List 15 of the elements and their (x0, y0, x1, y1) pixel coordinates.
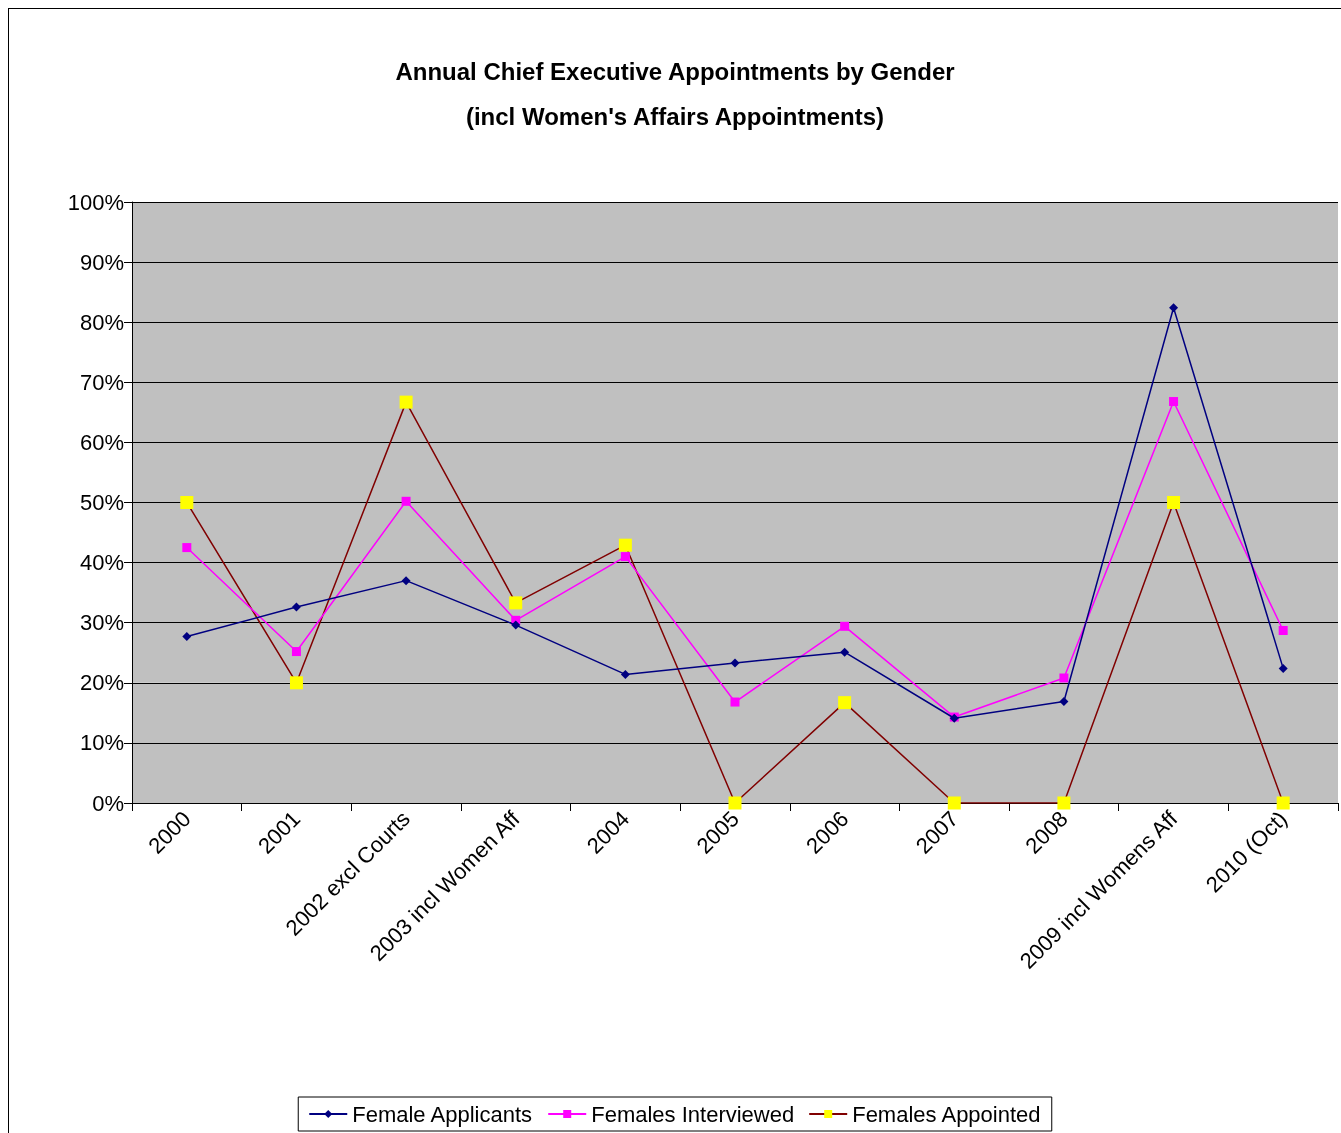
y-tick-label: 90% (79, 249, 124, 275)
y-tick-label: 20% (79, 670, 124, 696)
y-tick-label: 100% (67, 189, 124, 215)
y-tick-label: 80% (79, 309, 124, 335)
y-tick-label: 50% (79, 490, 124, 515)
legend-label: Females Interviewed (591, 1101, 795, 1127)
y-tick-label: 30% (79, 610, 124, 636)
chart-title: Annual Chief Executive Appointments by Gender (incl Women's Affairs Appointments) (395, 58, 955, 130)
y-tick-label: 0% (92, 790, 124, 816)
legend-label: Female Applicants (352, 1101, 533, 1127)
y-tick-label: 60% (79, 429, 124, 455)
y-tick-label: 10% (79, 730, 124, 756)
y-tick-label: 40% (79, 550, 124, 576)
legend-label: Females Appointed (852, 1101, 1041, 1127)
y-tick-label: 70% (79, 369, 124, 395)
